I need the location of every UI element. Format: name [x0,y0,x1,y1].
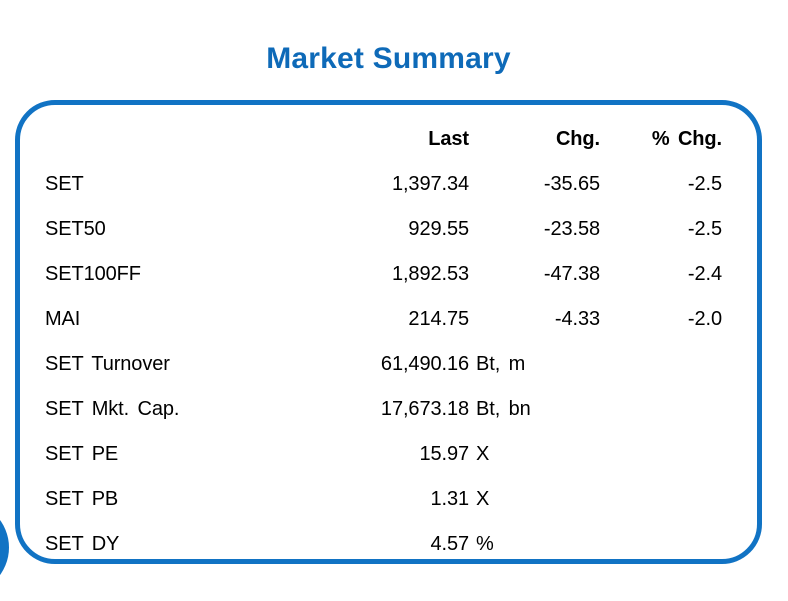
chg-value: -47.38 [543,263,600,285]
row-label: SET Turnover [45,353,170,375]
table-row: SET PB 1.31 X [45,477,722,522]
table-row: SET100FF 1,892.53 -47.38 -2.4 [45,252,722,297]
header-last: Last [428,128,469,150]
row-label: SET50 [45,218,106,240]
corner-accent-circle [0,501,9,594]
row-label: SET PE [45,443,119,465]
table-row: SET Turnover 61,490.16 Bt, m [45,342,722,387]
table-row: MAI 214.75 -4.33 -2.0 [45,297,722,342]
table-header-row: Last Chg. % Chg. [45,117,722,162]
row-label: SET100FF [45,263,141,285]
last-value: 4.57 [430,533,469,555]
last-value: 1,892.53 [391,263,469,285]
pct-chg-value: -2.5 [687,218,722,240]
last-unit: Bt, bn [476,398,531,420]
last-value: 15.97 [419,443,469,465]
table-row: SET PE 15.97 X [45,432,722,477]
last-unit: X [476,443,490,465]
last-value: 17,673.18 [380,398,469,420]
market-summary-panel: Last Chg. % Chg. SET 1,397.34 -35.65 -2.… [15,100,762,564]
last-unit: % [476,533,494,555]
table-body: SET 1,397.34 -35.65 -2.5 SET50 929.55 -2… [45,162,722,567]
header-pct-chg: % Chg. [651,128,722,150]
pct-chg-value: -2.5 [687,173,722,195]
last-unit: X [476,488,490,510]
row-label: SET DY [45,533,120,555]
last-value: 1.31 [430,488,469,510]
last-unit: Bt, m [476,353,526,375]
last-value: 1,397.34 [391,173,469,195]
chg-value: -4.33 [554,308,600,330]
header-chg: Chg. [555,128,600,150]
page-title: Market Summary [266,42,511,75]
table-row: SET50 929.55 -23.58 -2.5 [45,207,722,252]
last-value: 929.55 [408,218,469,240]
table-row: SET 1,397.34 -35.65 -2.5 [45,162,722,207]
table-row: SET DY 4.57 % [45,522,722,567]
row-label: SET PB [45,488,119,510]
row-label: SET [45,173,84,195]
pct-chg-value: -2.4 [687,263,722,285]
table-row: SET Mkt. Cap. 17,673.18 Bt, bn [45,387,722,432]
row-label: SET Mkt. Cap. [45,398,180,420]
last-value: 214.75 [408,308,469,330]
pct-chg-value: -2.0 [687,308,722,330]
last-value: 61,490.16 [380,353,469,375]
row-label: MAI [45,308,81,330]
chg-value: -23.58 [543,218,600,240]
chg-value: -35.65 [543,173,600,195]
